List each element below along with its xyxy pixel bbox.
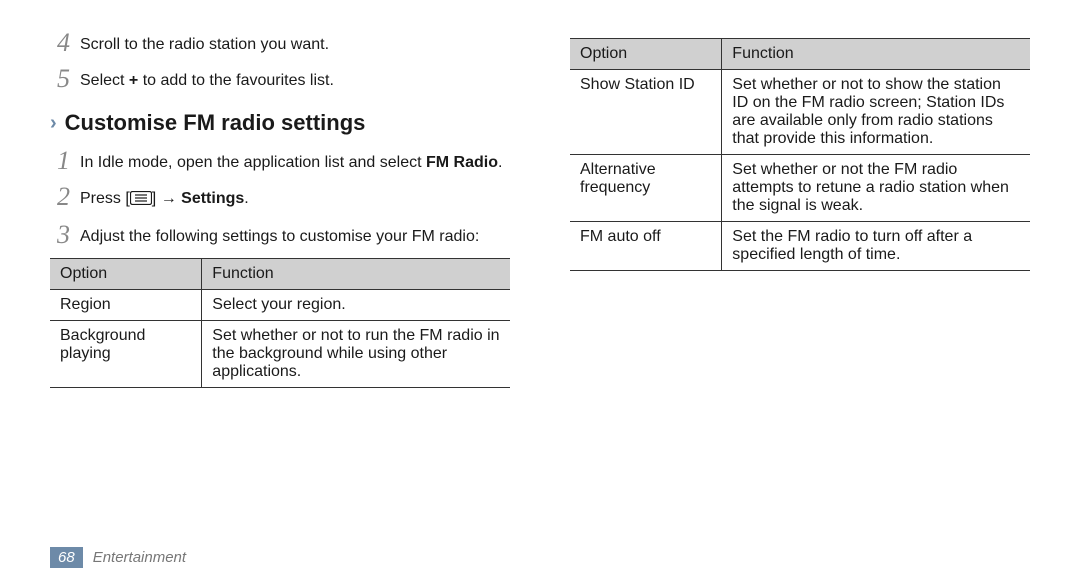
cell-function: Set whether or not to run the FM radio i… — [202, 320, 510, 387]
cell-option: Alternative frequency — [570, 155, 722, 222]
step-number: 2 — [50, 184, 70, 210]
text-bold: Settings — [181, 190, 244, 207]
step-3: 3 Adjust the following settings to custo… — [50, 222, 510, 248]
cell-function: Select your region. — [202, 289, 510, 320]
text-pre: In Idle mode, open the application list … — [80, 154, 426, 171]
text-mid: ] → — [152, 190, 181, 207]
table-row: Show Station ID Set whether or not to sh… — [570, 70, 1030, 155]
table-header-row: Option Function — [50, 258, 510, 289]
col-function: Function — [202, 258, 510, 289]
table-row: Alternative frequency Set whether or not… — [570, 155, 1030, 222]
columns: 4 Scroll to the radio station you want. … — [50, 30, 1030, 388]
step-1: 1 In Idle mode, open the application lis… — [50, 148, 510, 174]
page-footer: 68 Entertainment — [50, 547, 186, 568]
table-row: Background playing Set whether or not to… — [50, 320, 510, 387]
table-header-row: Option Function — [570, 39, 1030, 70]
step-text: Scroll to the radio station you want. — [80, 30, 329, 56]
text-post: . — [244, 190, 248, 207]
step-text: Press [ ] → Settings. — [80, 184, 249, 212]
cell-option: Region — [50, 289, 202, 320]
step-2: 2 Press [ ] → Settings. — [50, 184, 510, 212]
section-heading: › Customise FM radio settings — [50, 110, 510, 136]
settings-table-left: Option Function Region Select your regio… — [50, 258, 510, 388]
cell-option: Background playing — [50, 320, 202, 387]
right-column: Option Function Show Station ID Set whet… — [570, 30, 1030, 388]
step-number: 5 — [50, 66, 70, 92]
manual-page: 4 Scroll to the radio station you want. … — [0, 0, 1080, 586]
left-column: 4 Scroll to the radio station you want. … — [50, 30, 510, 388]
step-number: 1 — [50, 148, 70, 174]
table-row: Region Select your region. — [50, 289, 510, 320]
menu-key-icon — [130, 190, 152, 212]
page-number: 68 — [50, 547, 83, 568]
col-function: Function — [722, 39, 1030, 70]
step-number: 3 — [50, 222, 70, 248]
text-bold: FM Radio — [426, 154, 498, 171]
cell-function: Set the FM radio to turn off after a spe… — [722, 222, 1030, 271]
text-post: . — [498, 154, 502, 171]
cell-option: Show Station ID — [570, 70, 722, 155]
step-number: 4 — [50, 30, 70, 56]
text-pre: Select — [80, 72, 129, 89]
col-option: Option — [50, 258, 202, 289]
cell-function: Set whether or not the FM radio attempts… — [722, 155, 1030, 222]
step-5: 5 Select + to add to the favourites list… — [50, 66, 510, 92]
text-pre: Press [ — [80, 190, 130, 207]
section-name: Entertainment — [93, 549, 186, 566]
cell-option: FM auto off — [570, 222, 722, 271]
cell-function: Set whether or not to show the station I… — [722, 70, 1030, 155]
text-post: to add to the favourites list. — [138, 72, 334, 89]
text-bold: + — [129, 72, 138, 89]
step-text: Select + to add to the favourites list. — [80, 66, 334, 92]
step-4: 4 Scroll to the radio station you want. — [50, 30, 510, 56]
col-option: Option — [570, 39, 722, 70]
chevron-icon: › — [50, 112, 57, 135]
step-text: Adjust the following settings to customi… — [80, 222, 479, 248]
settings-table-right: Option Function Show Station ID Set whet… — [570, 38, 1030, 271]
heading-text: Customise FM radio settings — [65, 110, 366, 136]
step-text: In Idle mode, open the application list … — [80, 148, 502, 174]
table-row: FM auto off Set the FM radio to turn off… — [570, 222, 1030, 271]
